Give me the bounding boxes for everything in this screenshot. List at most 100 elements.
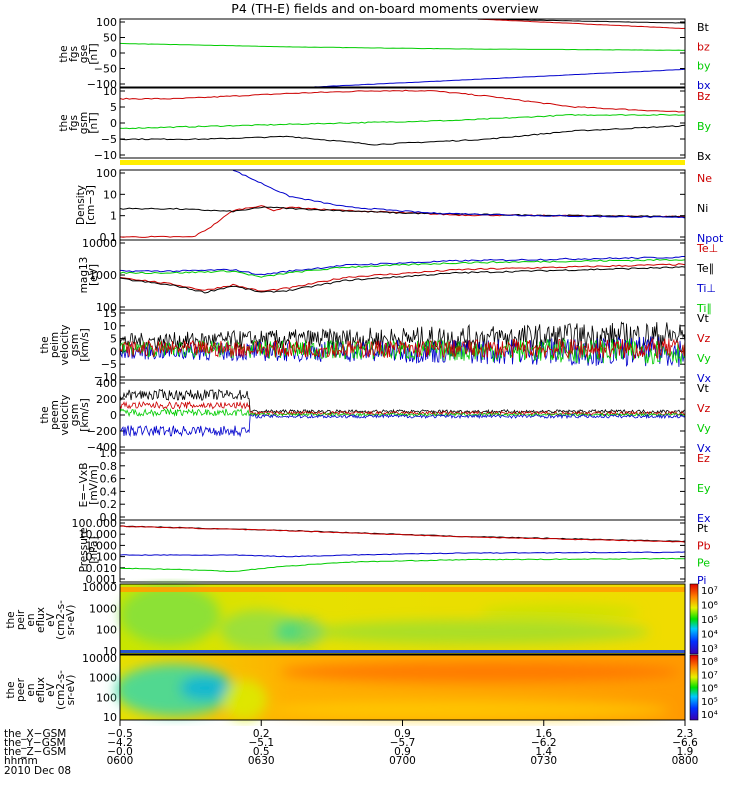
panel-temperature-plot (119, 256, 686, 294)
ylabel-line: [km/s] (79, 398, 91, 432)
time-axis-value: −5.1 (249, 737, 275, 749)
series-line-Pi (119, 551, 686, 558)
colorbar-ion-ticks: 10⁷ 10⁶ 10⁵ 10⁴ 10³ (701, 586, 718, 655)
time-axis-value: 0.2 (253, 728, 270, 740)
panel-fgs-gsm-plot (119, 89, 686, 146)
y-tick-label: 100.000 (72, 517, 118, 530)
colorbar-tick-label: 10⁶ (701, 684, 718, 695)
ylabel-line: (cm2-s- (55, 600, 67, 640)
ylabel-line: eV (45, 682, 57, 696)
colorbar-tick-label: 10⁵ (701, 615, 718, 626)
ylabel-line: Pressure (78, 528, 90, 573)
panel-temperature-legend: Te⊥ Te∥ Ti⊥ Ti∥ (696, 242, 718, 315)
y-tick-label: 100 (96, 16, 117, 29)
y-tick-label: −100 (87, 78, 117, 91)
panel-velocity-peim-plot (119, 321, 686, 367)
colorbar-tick-label: 10⁷ (701, 586, 718, 597)
y-tick-label: 10000 (82, 237, 117, 250)
colorbar-electron-ticks: 10⁸ 10⁷ 10⁶ 10⁵ 10⁴ (701, 657, 718, 721)
y-tick-label: 0.010 (86, 562, 118, 575)
y-tick-label: −400 (87, 441, 117, 454)
time-axis-value: 0730 (530, 755, 557, 767)
series-line-Ti∥ (119, 258, 686, 278)
y-tick-label: 1.0 (100, 447, 118, 460)
y-tick-label: 0 (110, 409, 117, 422)
legend-entry: Bx (697, 150, 712, 163)
series-line-By (119, 113, 686, 130)
ylabel-line: sr-eV) (65, 605, 77, 636)
time-axis-value: −5.7 (390, 737, 416, 749)
ylabel-line: peem (49, 400, 61, 430)
panel-pressure-frame (119, 519, 686, 583)
y-tick-label: 400 (96, 377, 117, 390)
y-tick-label: 0.100 (86, 551, 118, 564)
time-axis-row-label: hhmm (4, 755, 38, 767)
legend-entry: Pe (697, 557, 710, 570)
series-line-by (119, 42, 686, 51)
ylabel-line: the (58, 45, 70, 62)
y-tick-label: 50 (103, 32, 117, 45)
ylabel-line: gsm (69, 334, 81, 356)
time-axis-value: 1.4 (535, 746, 552, 758)
colorbar-tick-label: 10⁴ (701, 630, 718, 641)
legend-entry: Bz (697, 90, 711, 103)
panel-spec-ion-frame (119, 583, 686, 655)
panel-spec-ion-yticks: 10000 1000 100 10 (82, 581, 685, 658)
ylabel-line: the (39, 336, 51, 353)
ylabel-line: eflux (35, 607, 47, 633)
y-tick-label: 100 (96, 691, 117, 704)
panel-efield-frame (119, 449, 686, 521)
series-line-Pb (119, 525, 686, 543)
y-tick-label: 0.8 (100, 460, 118, 473)
time-axis-value: 0700 (389, 755, 416, 767)
y-tick-label: 1000 (89, 672, 117, 685)
colorbar-tick-label: 10⁵ (701, 697, 718, 708)
series-line-bz (477, 18, 686, 30)
ylabel-line: [eV] (88, 264, 100, 286)
time-axis-value: 2.3 (677, 728, 694, 740)
panel-density-plot (119, 169, 686, 238)
time-axis-value: −6.6 (672, 737, 698, 749)
ylabel-line: [cm−3] (85, 185, 97, 225)
legend-entry: Ex (697, 512, 711, 525)
legend-entry: Ti⊥ (696, 282, 716, 295)
time-axis-value: −4.2 (107, 737, 133, 749)
y-tick-label: 1000 (89, 269, 117, 282)
panel-temperature-ylabel: mag13[eV] (78, 257, 100, 294)
ylabel-line: gsm (78, 112, 90, 134)
y-tick-label: 10.000 (79, 528, 118, 541)
legend-entry: Pt (697, 522, 709, 535)
ylabel-line: E=−VxB (78, 463, 90, 508)
time-axis-value: 0.5 (253, 746, 270, 758)
series-line-Ti⊥ (119, 256, 685, 276)
ylabel-line: eV (45, 612, 57, 626)
series-line-Vt (119, 388, 686, 415)
series-line-Pe (119, 557, 686, 573)
panel-density-legend: Ne Ni Npot (697, 172, 724, 245)
panel-density-frame (119, 169, 686, 241)
ylabel-line: fgs (68, 115, 80, 131)
colorbar-tick-label: 10⁴ (701, 710, 718, 721)
time-axis-value: 0600 (107, 755, 134, 767)
legend-entry: bz (697, 40, 710, 53)
date-label: 2010 Dec 08 (4, 765, 71, 777)
y-tick-label: 10 (103, 85, 117, 98)
y-tick-label: −5 (101, 358, 117, 371)
y-tick-label: 10 (103, 188, 117, 201)
time-axis-row-label: the_Z−GSM (4, 746, 66, 758)
ylabel-line: mag13 (78, 257, 90, 294)
colorbar-tick-label: 10³ (701, 644, 718, 655)
time-axis-value: 1.6 (535, 728, 552, 740)
ylabel-line: the (39, 406, 51, 423)
ylabel-line: en (25, 613, 37, 626)
ylabel-line: velocity (59, 324, 71, 365)
